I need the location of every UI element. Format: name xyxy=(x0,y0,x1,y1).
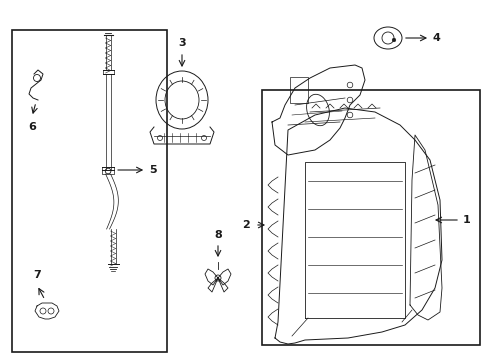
Bar xyxy=(262,90,479,345)
Text: 4: 4 xyxy=(432,33,440,43)
Text: 5: 5 xyxy=(149,165,157,175)
Bar xyxy=(289,77,307,103)
Text: 6: 6 xyxy=(28,122,36,132)
Text: 1: 1 xyxy=(462,215,470,225)
Text: 2: 2 xyxy=(242,220,249,230)
Text: 7: 7 xyxy=(33,270,41,280)
Text: 3: 3 xyxy=(178,38,185,48)
Bar xyxy=(12,30,167,352)
Text: 8: 8 xyxy=(214,230,222,240)
Circle shape xyxy=(391,38,395,42)
